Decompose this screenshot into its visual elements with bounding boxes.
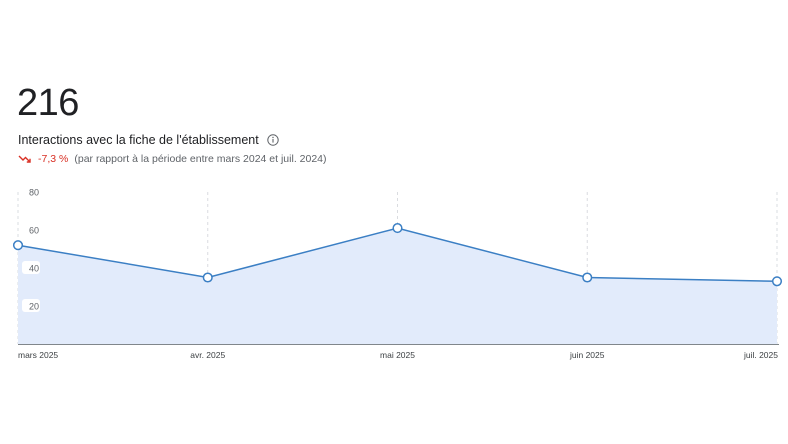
point-layer [12, 223, 783, 287]
data-point-0 [12, 240, 24, 251]
trend-delta: -7,3 % [38, 153, 69, 165]
metric-label: Interactions avec la fiche de l'établiss… [18, 133, 259, 147]
info-icon[interactable] [267, 134, 279, 146]
ytick-bg-2 [22, 261, 40, 274]
ytick-bg-1 [22, 223, 40, 236]
ytick-label-1: 60 [29, 226, 39, 236]
ytick-bg-3 [22, 299, 40, 312]
area-layer [18, 228, 779, 345]
ytick-layer: 80 60 40 20 [22, 185, 40, 312]
trending-down-icon [18, 154, 32, 164]
metric-label-row: Interactions avec la fiche de l'établiss… [18, 133, 279, 147]
xtick-label-2: mai 2025 [380, 350, 415, 360]
xtick-label-4: juil. 2025 [743, 350, 778, 360]
interactions-chart: 80 60 40 20 mars 2025 avr. 2025 mai 2025 juin … [0, 180, 788, 380]
ytick-label-3: 20 [29, 302, 39, 312]
ytick-label-2: 40 [29, 264, 39, 274]
ytick-label-0: 80 [29, 188, 39, 198]
data-point-3 [582, 272, 593, 283]
trend-row: -7,3 % (par rapport à la période entre m… [18, 153, 327, 165]
data-point-1 [202, 272, 213, 283]
metric-value: 216 [17, 82, 79, 124]
xtick-layer: mars 2025 avr. 2025 mai 2025 juin 2025 juil.… [18, 350, 778, 360]
area-fill [18, 228, 777, 344]
chart-svg: 80 60 40 20 mars 2025 avr. 2025 mai 2025 juin … [12, 185, 783, 360]
trend-comparison: (par rapport à la période entre mars 202… [74, 153, 327, 165]
xtick-label-3: juin 2025 [569, 350, 605, 360]
xtick-label-1: avr. 2025 [190, 350, 225, 360]
xtick-label-0: mars 2025 [18, 350, 58, 360]
data-point-2 [392, 223, 403, 234]
ytick-bg-0 [22, 185, 40, 198]
data-point-4 [771, 276, 783, 287]
